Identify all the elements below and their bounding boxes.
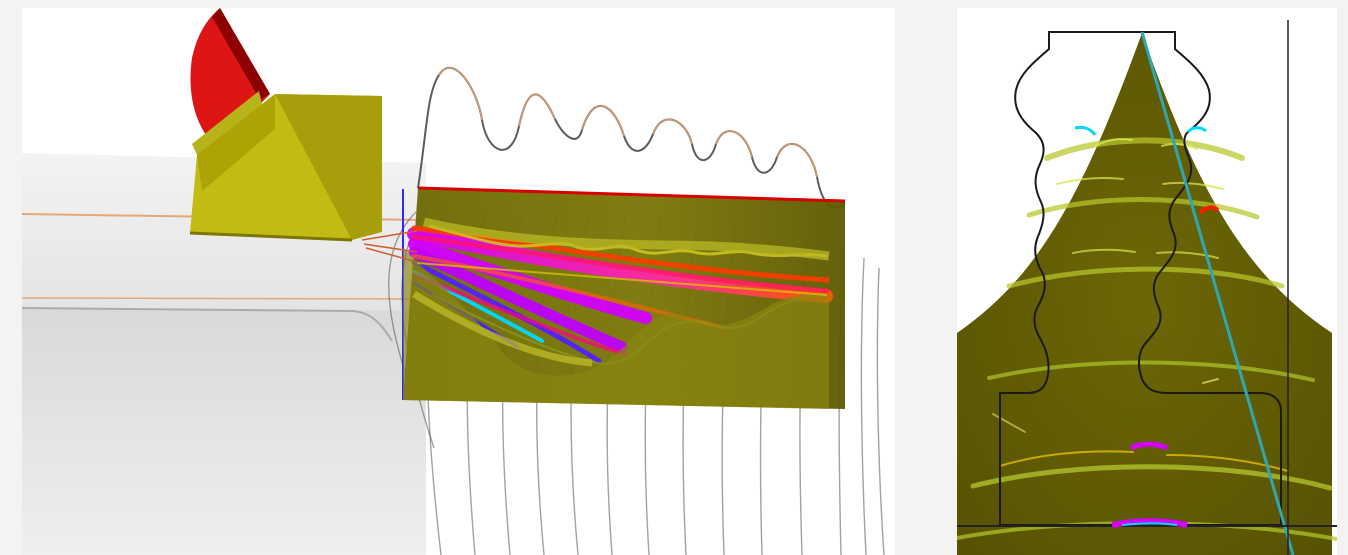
probe-shoulder <box>192 91 262 157</box>
pipe-orange-line-lower <box>22 297 427 300</box>
transducer-edge <box>212 8 270 100</box>
transducer-wedge-assembly <box>189 8 382 242</box>
highlight-speckle <box>999 450 1134 467</box>
wedge-top-shadow <box>197 94 275 191</box>
highlight-speckle <box>1056 177 1124 185</box>
thread-contour-line <box>876 267 885 555</box>
beam-ray <box>412 273 627 356</box>
wave-band <box>1026 197 1260 220</box>
pipe-lower-face <box>22 308 426 555</box>
beam-ray <box>408 238 652 324</box>
beam-ray <box>411 234 830 294</box>
beam-axis-line <box>1140 31 1295 555</box>
left-3d-panel <box>22 8 895 555</box>
wedge-bottom-edge <box>189 231 353 242</box>
thread-crest-highlight <box>518 93 556 127</box>
yellow-band-lower <box>412 291 593 367</box>
probe-beam-link-2 <box>363 243 418 253</box>
highlight-speckle <box>992 413 1026 433</box>
thread-crest-highlight <box>581 105 625 137</box>
probe-beam-link-3 <box>365 247 418 263</box>
right-flaw-echo <box>1198 205 1220 215</box>
specimen-outline <box>999 31 1282 526</box>
thread-crest-highlight <box>715 130 753 158</box>
thread-crest-highlight <box>438 67 483 121</box>
highlight-speckle <box>1166 454 1289 472</box>
beam-ray <box>412 254 727 330</box>
wave-band <box>970 464 1333 491</box>
left-notch-echo <box>1074 125 1097 136</box>
scan-lower-region <box>403 248 829 409</box>
thread-contour-line <box>860 257 867 555</box>
beam-edge-1 <box>416 262 828 296</box>
thread-crest-highlight <box>652 118 693 145</box>
bottom-echo-magenta <box>1111 518 1188 528</box>
right-2d-panel <box>957 8 1337 555</box>
mid-echo-magenta <box>1129 441 1168 451</box>
scan-plane-top-edge <box>417 186 846 203</box>
right-cross-section-view <box>957 8 1337 555</box>
highlight-speckle <box>1156 251 1219 259</box>
wave-band <box>1044 137 1245 161</box>
wedge-side <box>275 94 382 240</box>
thread-crest-highlight <box>776 143 818 178</box>
acoustic-sector <box>957 33 1332 555</box>
left-3d-view <box>22 8 895 555</box>
wave-band <box>1006 266 1285 289</box>
highlight-speckle <box>1202 378 1219 384</box>
yellow-band-top <box>422 217 830 261</box>
bottom-echo-cyan <box>1121 522 1178 526</box>
highlight-speckle <box>1072 248 1136 254</box>
highlight-speckle <box>1094 138 1133 147</box>
highlight-speckle <box>1161 142 1198 150</box>
right-notch-echo <box>1186 126 1207 134</box>
highlight-speckle <box>1162 181 1224 190</box>
wave-band <box>987 360 1315 382</box>
probe-beam-link-1 <box>361 230 418 241</box>
pipe-edge-line <box>22 307 393 342</box>
